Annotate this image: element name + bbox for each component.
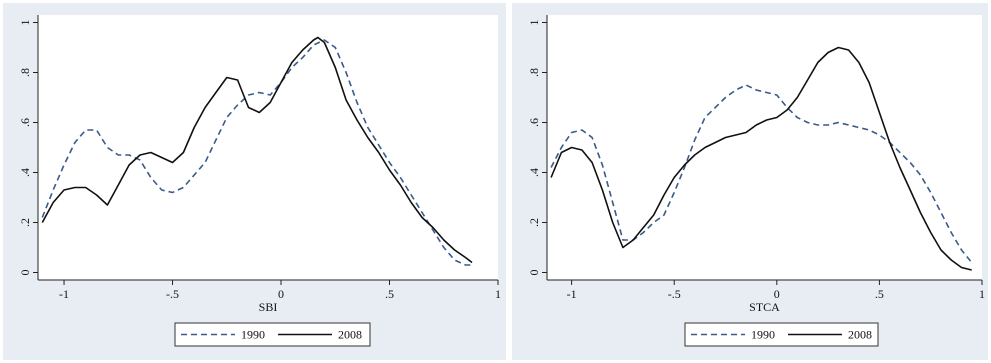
legend-label-1990: 1990 xyxy=(241,328,265,342)
chart-stca: 0 .2 .4 .6 .8 1 -1 -.5 0 .5 1 STCA 1990 2008 xyxy=(527,15,985,347)
y-tick-label: 1 xyxy=(18,20,32,26)
chart-sbi: 0 .2 .4 .6 .8 1 -1 -.5 0 .5 1 SBI 1990 2008 xyxy=(18,15,501,347)
series-line-2008 xyxy=(41,36,473,264)
x-tick-label: -.5 xyxy=(166,287,179,301)
x-tick-label: 1 xyxy=(979,287,985,301)
plot-area xyxy=(547,15,982,280)
y-tick-label: .8 xyxy=(527,68,541,77)
legend-label-2008: 2008 xyxy=(848,328,872,342)
y-tick-label: .6 xyxy=(527,118,541,127)
y-tick-label: .4 xyxy=(527,168,541,177)
x-tick-label: 0 xyxy=(278,287,284,301)
legend: 1990 2008 xyxy=(684,322,879,347)
x-axis-title: STCA xyxy=(749,300,780,314)
y-tick-label: .2 xyxy=(18,218,32,227)
x-tick-label: .5 xyxy=(385,287,394,301)
plot-area xyxy=(38,15,498,280)
x-tick-label: -1 xyxy=(59,287,69,301)
legend-box xyxy=(174,322,371,347)
y-tick-label: 0 xyxy=(18,270,32,276)
x-tick-label: 1 xyxy=(495,287,501,301)
series-line-1990 xyxy=(41,39,472,266)
legend: 1990 2008 xyxy=(174,322,371,347)
series-line-2008 xyxy=(550,46,972,271)
y-tick-label: .6 xyxy=(18,118,32,127)
y-tick-label: 1 xyxy=(527,20,541,26)
chart-panel-stca: 0 .2 .4 .6 .8 1 -1 -.5 0 .5 1 STCA 1990 2008 xyxy=(512,3,988,360)
y-tick-label: .4 xyxy=(18,168,32,177)
y-tick-label: 0 xyxy=(527,270,541,276)
x-tick-label: 0 xyxy=(774,287,780,301)
legend-label-2008: 2008 xyxy=(338,328,362,342)
x-tick-label: -1 xyxy=(567,287,577,301)
y-tick-label: .2 xyxy=(527,218,541,227)
legend-box xyxy=(684,322,879,347)
y-tick-label: .8 xyxy=(18,68,32,77)
x-axis-title: SBI xyxy=(259,300,278,314)
x-tick-label: -.5 xyxy=(668,287,681,301)
series-line-1990 xyxy=(550,84,973,264)
chart-panel-sbi: 0 .2 .4 .6 .8 1 -1 -.5 0 .5 1 SBI 1990 2008 xyxy=(3,3,506,360)
legend-label-1990: 1990 xyxy=(751,328,775,342)
x-tick-label: .5 xyxy=(875,287,884,301)
